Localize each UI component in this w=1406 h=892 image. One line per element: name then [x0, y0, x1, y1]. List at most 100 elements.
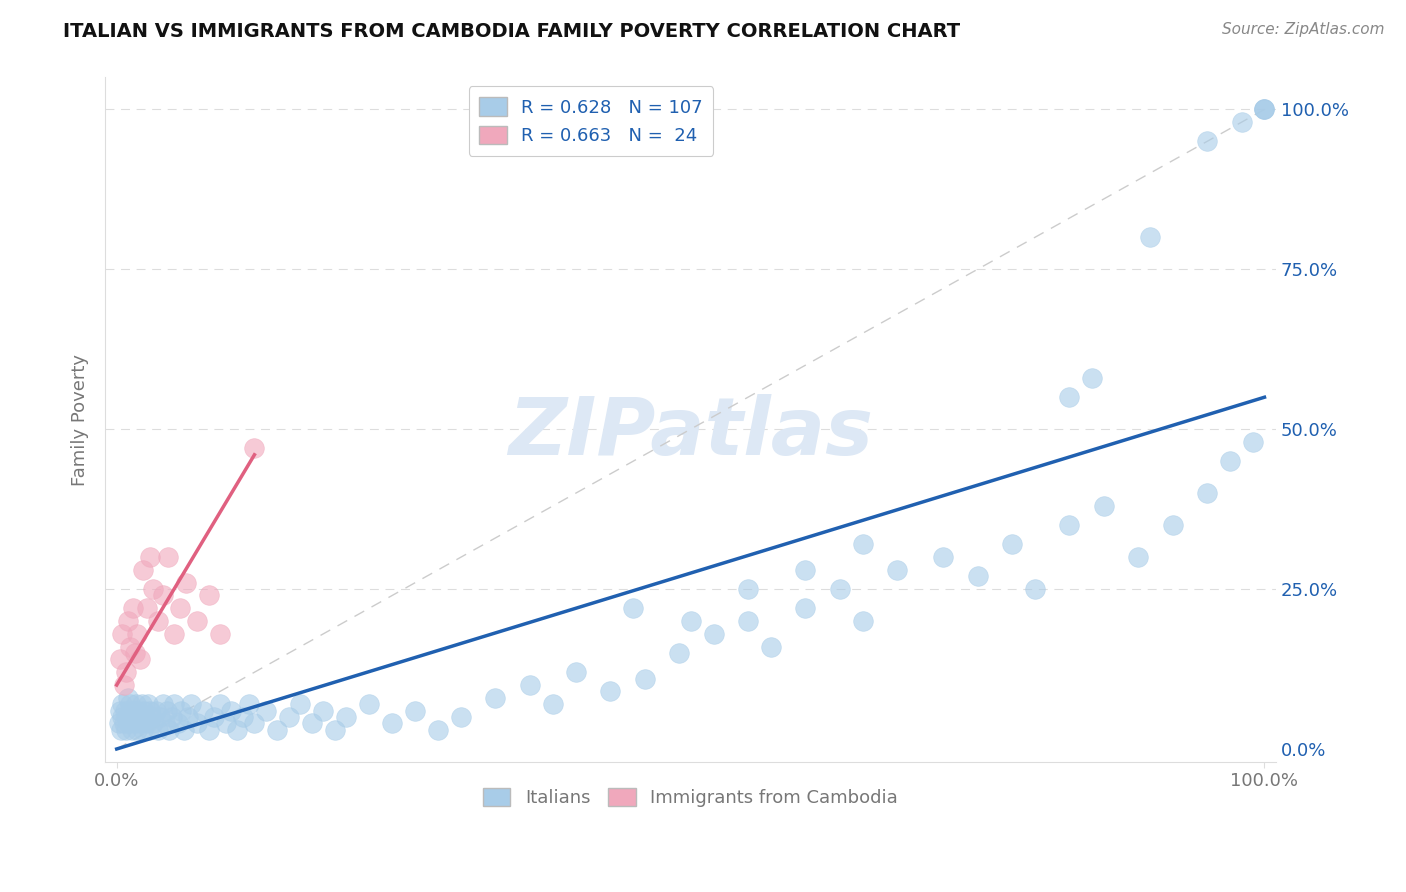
- Point: [152, 589, 174, 603]
- Point: [142, 716, 165, 731]
- Point: [121, 601, 143, 615]
- Point: [111, 627, 134, 641]
- Point: [243, 442, 266, 456]
- Point: [243, 716, 266, 731]
- Point: [127, 723, 149, 737]
- Point: [335, 710, 357, 724]
- Point: [111, 697, 134, 711]
- Point: [565, 665, 588, 680]
- Text: ZIPatlas: ZIPatlas: [508, 394, 873, 472]
- Point: [174, 575, 197, 590]
- Text: ITALIAN VS IMMIGRANTS FROM CAMBODIA FAMILY POVERTY CORRELATION CHART: ITALIAN VS IMMIGRANTS FROM CAMBODIA FAMI…: [63, 22, 960, 41]
- Point: [112, 678, 135, 692]
- Point: [404, 704, 426, 718]
- Point: [135, 601, 157, 615]
- Point: [117, 614, 139, 628]
- Point: [197, 723, 219, 737]
- Point: [427, 723, 450, 737]
- Point: [1092, 499, 1115, 513]
- Point: [1230, 115, 1253, 129]
- Point: [138, 723, 160, 737]
- Point: [254, 704, 277, 718]
- Point: [226, 723, 249, 737]
- Point: [128, 652, 150, 666]
- Point: [277, 710, 299, 724]
- Point: [852, 537, 875, 551]
- Point: [115, 665, 138, 680]
- Point: [886, 563, 908, 577]
- Point: [139, 550, 162, 565]
- Point: [266, 723, 288, 737]
- Point: [208, 697, 231, 711]
- Point: [121, 723, 143, 737]
- Point: [139, 710, 162, 724]
- Point: [932, 550, 955, 565]
- Point: [668, 646, 690, 660]
- Point: [519, 678, 541, 692]
- Point: [1241, 435, 1264, 450]
- Text: Source: ZipAtlas.com: Source: ZipAtlas.com: [1222, 22, 1385, 37]
- Point: [312, 704, 335, 718]
- Point: [142, 582, 165, 596]
- Point: [127, 627, 149, 641]
- Point: [737, 582, 759, 596]
- Point: [323, 723, 346, 737]
- Point: [122, 710, 145, 724]
- Point: [163, 627, 186, 641]
- Point: [120, 697, 142, 711]
- Point: [290, 697, 312, 711]
- Point: [108, 652, 131, 666]
- Point: [737, 614, 759, 628]
- Point: [208, 627, 231, 641]
- Point: [852, 614, 875, 628]
- Point: [131, 697, 153, 711]
- Point: [215, 716, 238, 731]
- Point: [1197, 135, 1219, 149]
- Point: [157, 550, 180, 565]
- Point: [1253, 103, 1275, 117]
- Point: [163, 697, 186, 711]
- Point: [115, 723, 138, 737]
- Point: [301, 716, 323, 731]
- Point: [197, 589, 219, 603]
- Point: [186, 614, 208, 628]
- Point: [145, 704, 167, 718]
- Point: [124, 716, 146, 731]
- Point: [134, 710, 156, 724]
- Point: [679, 614, 702, 628]
- Point: [166, 716, 188, 731]
- Point: [541, 697, 564, 711]
- Point: [108, 716, 131, 731]
- Point: [759, 640, 782, 654]
- Point: [117, 690, 139, 705]
- Point: [115, 710, 138, 724]
- Point: [1219, 454, 1241, 468]
- Point: [118, 716, 141, 731]
- Point: [634, 672, 657, 686]
- Point: [114, 704, 136, 718]
- Point: [1139, 230, 1161, 244]
- Point: [1059, 390, 1081, 404]
- Point: [1253, 103, 1275, 117]
- Point: [232, 710, 254, 724]
- Point: [450, 710, 472, 724]
- Point: [966, 569, 988, 583]
- Point: [132, 563, 155, 577]
- Point: [621, 601, 644, 615]
- Point: [180, 697, 202, 711]
- Point: [125, 697, 148, 711]
- Point: [110, 723, 132, 737]
- Point: [599, 684, 621, 698]
- Point: [139, 704, 162, 718]
- Point: [794, 601, 817, 615]
- Point: [191, 704, 214, 718]
- Point: [828, 582, 851, 596]
- Point: [484, 690, 506, 705]
- Point: [111, 710, 134, 724]
- Point: [1081, 371, 1104, 385]
- Point: [153, 716, 176, 731]
- Y-axis label: Family Poverty: Family Poverty: [72, 353, 89, 485]
- Point: [156, 704, 179, 718]
- Point: [1128, 550, 1150, 565]
- Point: [108, 704, 131, 718]
